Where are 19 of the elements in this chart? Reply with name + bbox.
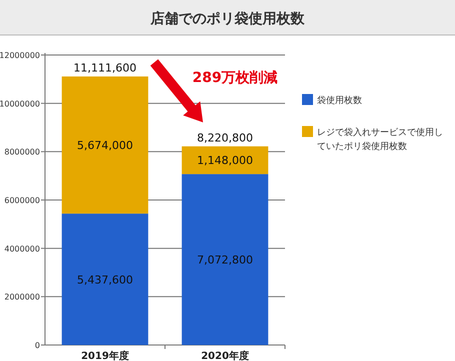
annotation: 289万枚削減 — [192, 70, 278, 86]
y-tick-label: 2000000 — [4, 292, 40, 302]
legend-label: 袋使用枚数 — [317, 95, 362, 106]
y-tick-label: 6000000 — [4, 196, 40, 205]
x-tick-label: 2020年度 — [201, 350, 249, 361]
data-label: 1,148,000 — [197, 154, 253, 168]
data-label: 5,437,600 — [77, 273, 133, 286]
chart-title: 店舗でのポリ袋使用枚数 — [150, 10, 306, 27]
data-label: 7,072,800 — [197, 254, 253, 267]
data-label: 5,674,000 — [77, 139, 133, 152]
y-tick-label: 0 — [34, 341, 40, 350]
y-tick-label: 10000000 — [0, 99, 40, 108]
legend-label: レジで袋入れサービスで使用していたポリ袋使用枚数 — [317, 127, 443, 152]
y-tick-label: 12000000 — [0, 51, 40, 60]
y-tick-label: 8000000 — [4, 148, 40, 157]
total-label: 11,111,600 — [74, 61, 136, 74]
y-tick-label: 4000000 — [4, 244, 40, 254]
total-label: 8,220,800 — [197, 131, 253, 144]
x-tick-label: 2019年度 — [81, 350, 129, 361]
